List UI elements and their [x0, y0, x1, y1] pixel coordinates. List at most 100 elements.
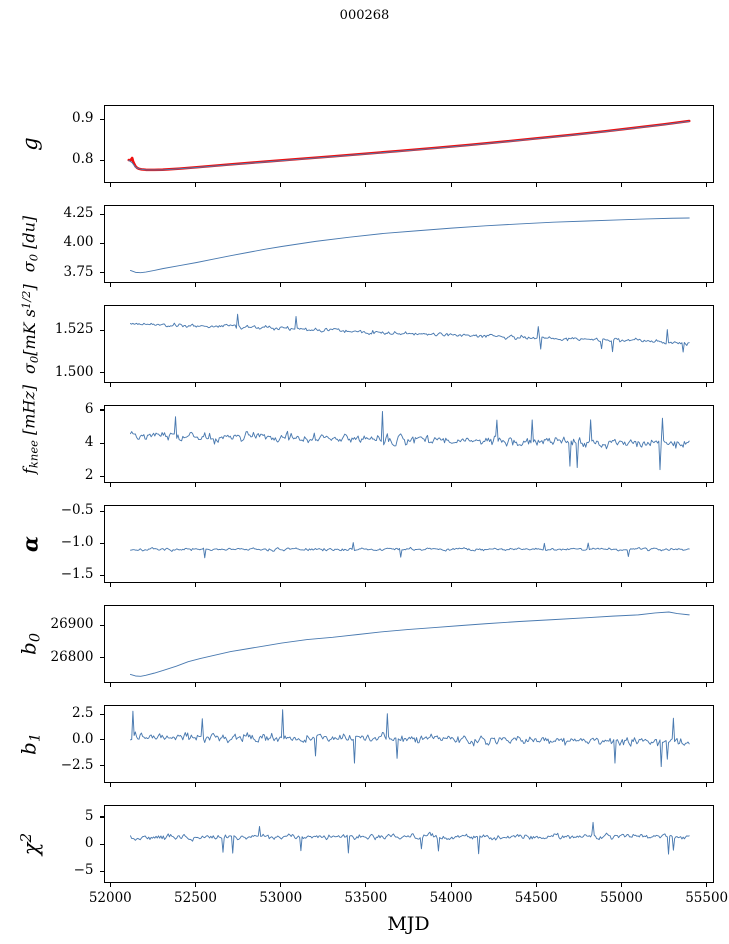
x-tick-mark — [280, 183, 282, 187]
plot-panel-alpha — [103, 505, 714, 583]
x-tick-mark — [365, 283, 367, 287]
x-tick-mark — [365, 483, 367, 487]
x-tick-mark — [535, 283, 537, 287]
x-tick-mark — [365, 883, 367, 887]
x-tick-mark — [109, 783, 111, 787]
y-tick-label: 4 — [84, 434, 94, 451]
x-tick-mark — [535, 383, 537, 387]
x-tick-mark — [535, 883, 537, 887]
x-tick-mark — [109, 483, 111, 487]
y-tick-mark — [99, 713, 104, 715]
y-tick-mark — [99, 657, 104, 659]
data-line-b0 — [129, 611, 690, 677]
y-tick-mark — [99, 329, 104, 332]
x-tick-label: 52000 — [88, 890, 132, 906]
data-line-b1 — [129, 709, 690, 768]
x-tick-mark — [706, 883, 708, 887]
x-tick-mark — [706, 283, 708, 287]
y-tick-label: −5 — [73, 862, 94, 879]
data-line-g_model — [127, 120, 690, 171]
series-canvas — [129, 611, 690, 677]
x-tick-mark — [195, 483, 197, 487]
plot-panel-g — [103, 105, 714, 183]
x-tick-mark — [365, 783, 367, 787]
y-tick-mark — [99, 372, 104, 374]
y-tick-label: 1.525 — [54, 321, 94, 338]
y-tick-label: 2 — [84, 467, 94, 484]
x-tick-mark — [195, 683, 197, 687]
x-tick-mark — [195, 883, 197, 887]
x-tick-mark — [706, 583, 708, 587]
x-tick-mark — [109, 183, 111, 187]
series-canvas — [129, 313, 690, 353]
x-tick-mark — [620, 383, 623, 387]
x-tick-mark — [280, 283, 282, 287]
x-tick-mark — [195, 783, 197, 787]
x-tick-mark — [195, 383, 197, 387]
y-tick-mark — [99, 272, 104, 274]
y-tick-label: 0.9 — [72, 110, 94, 127]
y-tick-mark — [99, 213, 104, 215]
y-tick-label: 0 — [84, 835, 94, 851]
x-tick-mark — [535, 183, 537, 187]
x-tick-label: 54500 — [514, 890, 558, 906]
data-line-f_knee — [129, 410, 690, 471]
x-tick-mark — [706, 783, 708, 787]
y-tick-label: 0.8 — [72, 151, 94, 168]
plot-panel-b-1 — [103, 705, 714, 783]
data-line-alpha — [129, 542, 690, 559]
y-tick-mark — [99, 739, 104, 741]
y-tick-mark — [99, 409, 104, 411]
x-tick-mark — [450, 683, 452, 687]
plot-panel-sigma-0-mk-s-1-2 — [103, 305, 714, 383]
x-tick-mark — [706, 483, 708, 487]
y-tick-label: 2.5 — [72, 705, 94, 722]
y-tick-label: 0.0 — [72, 730, 94, 747]
y-tick-label: 1.500 — [54, 363, 94, 380]
x-tick-mark — [450, 183, 452, 187]
x-tick-mark — [706, 383, 708, 387]
y-tick-mark — [99, 510, 104, 512]
x-tick-mark — [450, 783, 452, 787]
x-tick-mark — [280, 883, 282, 887]
x-tick-mark — [195, 283, 197, 287]
series-canvas — [126, 119, 691, 172]
x-tick-mark — [280, 683, 282, 687]
series-canvas — [129, 217, 690, 274]
x-tick-label: 52500 — [174, 890, 217, 906]
x-tick-mark — [620, 483, 623, 487]
figure-title: 000268 — [339, 8, 390, 23]
x-tick-mark — [620, 183, 623, 187]
x-tick-mark — [535, 783, 537, 787]
y-tick-mark — [99, 442, 104, 444]
data-line-g_fit — [126, 119, 691, 172]
data-line-sigma0_du — [129, 217, 690, 274]
y-tick-label: 26900 — [50, 616, 94, 633]
y-tick-label: −1.0 — [60, 534, 94, 551]
x-tick-mark — [109, 683, 111, 687]
series-canvas — [129, 542, 690, 559]
y-tick-label: 6 — [84, 400, 94, 417]
x-tick-mark — [280, 383, 282, 387]
x-tick-mark — [620, 283, 623, 287]
x-tick-mark — [535, 583, 537, 587]
x-tick-mark — [280, 483, 282, 487]
y-tick-label: 5 — [84, 807, 94, 824]
x-tick-mark — [280, 583, 282, 587]
x-tick-mark — [109, 383, 111, 387]
plot-panel-f-knee-mhz — [103, 405, 714, 483]
y-tick-mark — [99, 870, 104, 872]
series-canvas — [129, 410, 690, 471]
y-tick-label: 3.75 — [63, 263, 94, 280]
y-tick-label: 4.25 — [63, 205, 94, 222]
x-tick-label: 55500 — [685, 890, 729, 906]
y-tick-label: 4.00 — [63, 234, 94, 251]
y-tick-mark — [99, 765, 104, 767]
x-tick-mark — [109, 283, 111, 287]
y-tick-label: −2.5 — [60, 756, 94, 773]
x-tick-mark — [620, 783, 623, 787]
x-tick-mark — [450, 383, 452, 387]
y-tick-mark — [99, 816, 104, 818]
x-tick-mark — [450, 883, 452, 887]
